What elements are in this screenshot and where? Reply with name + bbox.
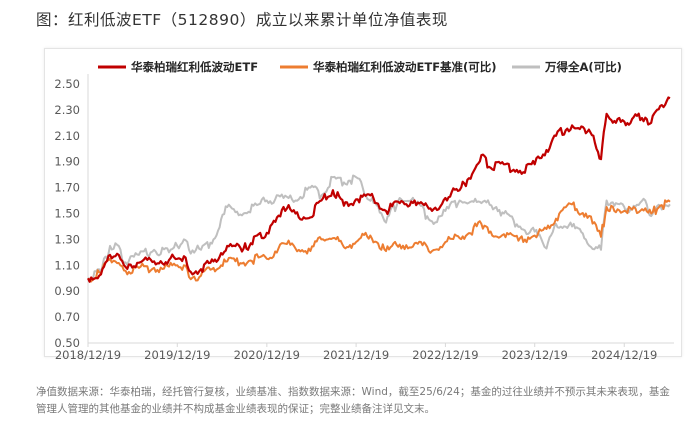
y-tick-label: 0.90 [54, 284, 80, 298]
page-title: 图：红利低波ETF（512890）成立以来累计单位净值表现 [36, 11, 448, 29]
x-tick-label: 2023/12/19 [502, 348, 568, 362]
series-line-1 [87, 199, 671, 283]
y-tick-label: 2.10 [54, 129, 80, 143]
y-tick-label: 0.70 [54, 310, 80, 324]
y-tick-label: 1.90 [54, 155, 80, 169]
legend-label-1: 华泰柏瑞红利低波动ETF基准(可比) [313, 60, 497, 74]
series-line-0 [87, 96, 671, 283]
y-tick-label: 0.50 [54, 336, 80, 350]
y-tick-label: 2.30 [54, 103, 80, 117]
x-tick-label: 2021/12/19 [323, 348, 389, 362]
legend-label-0: 华泰柏瑞红利低波动ETF [131, 60, 258, 74]
x-tick-label: 2022/12/19 [412, 348, 478, 362]
y-tick-label: 1.30 [54, 232, 80, 246]
y-tick-label: 1.50 [54, 207, 80, 221]
x-tick-label: 2019/12/19 [144, 348, 210, 362]
x-tick-label: 2020/12/19 [234, 348, 300, 362]
source-note: 净值数据来源：华泰柏瑞，经托管行复核，业绩基准、指数数据来源：Wind，截至25… [36, 386, 670, 415]
legend-label-2: 万得全A(可比) [544, 60, 622, 74]
y-tick-label: 1.70 [54, 181, 80, 195]
y-tick-label: 1.10 [54, 258, 80, 272]
x-tick-label: 2024/12/19 [591, 348, 657, 362]
x-tick-label: 2018/12/19 [55, 348, 121, 362]
y-tick-label: 2.50 [54, 77, 80, 91]
series-line-2 [87, 174, 671, 281]
chart-frame [44, 48, 682, 357]
